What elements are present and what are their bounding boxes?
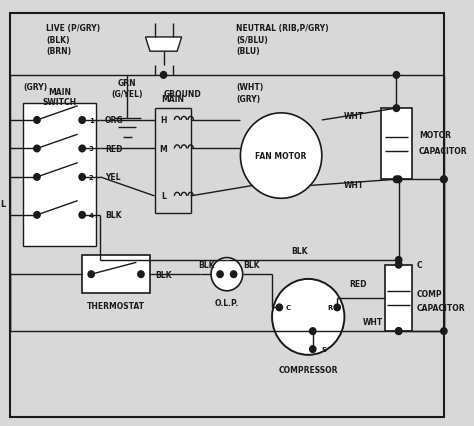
Text: M: M [160,144,167,154]
Text: COMP: COMP [417,289,442,298]
Circle shape [276,304,283,311]
Text: (G/YEL): (G/YEL) [112,90,143,99]
Text: (WHT): (WHT) [236,83,263,92]
Text: C: C [417,261,422,270]
Text: SWITCH: SWITCH [43,97,77,106]
Circle shape [395,262,402,268]
Circle shape [79,212,85,219]
Circle shape [34,146,40,153]
Text: R: R [327,305,333,311]
Text: BLK: BLK [155,270,172,279]
Text: YEL: YEL [105,173,120,182]
Circle shape [395,257,402,264]
Circle shape [230,271,237,278]
Text: THERMOSTAT: THERMOSTAT [87,301,145,310]
Text: CAPACITOR: CAPACITOR [417,303,465,312]
Circle shape [138,271,144,278]
Text: L: L [0,199,6,208]
Circle shape [441,176,447,183]
Text: (BLK): (BLK) [46,36,70,45]
Text: BLK: BLK [244,261,260,270]
Circle shape [310,346,316,353]
Text: BLK: BLK [105,211,121,220]
Circle shape [393,176,400,183]
Text: RED: RED [105,144,122,154]
Text: MAIN: MAIN [161,95,184,104]
Text: BLK: BLK [198,261,215,270]
Circle shape [160,72,167,79]
Text: WHT: WHT [363,317,383,326]
Text: (BRN): (BRN) [46,46,71,56]
Circle shape [211,258,243,291]
Circle shape [441,176,447,183]
Circle shape [88,271,94,278]
Text: (GRY): (GRY) [236,95,260,104]
Text: ORG: ORG [105,116,123,125]
Bar [381,109,412,180]
Circle shape [395,328,402,335]
Text: WHT: WHT [343,180,364,189]
Circle shape [79,118,85,124]
Bar [23,104,96,246]
Polygon shape [146,38,182,52]
Circle shape [34,118,40,124]
Text: L: L [161,192,166,201]
Text: 4: 4 [89,213,94,219]
Text: (S/BLU): (S/BLU) [236,36,268,45]
Text: MOTOR: MOTOR [419,130,451,139]
Text: 3: 3 [89,146,94,152]
Text: NEUTRAL (RIB,P/GRY): NEUTRAL (RIB,P/GRY) [236,24,328,33]
Circle shape [34,174,40,181]
Circle shape [79,146,85,153]
Circle shape [34,212,40,219]
Text: FAN MOTOR: FAN MOTOR [255,152,307,161]
Circle shape [334,304,340,311]
Text: CAPACITOR: CAPACITOR [419,147,468,156]
Text: C: C [286,305,291,311]
Bar [82,256,150,294]
Circle shape [310,328,316,335]
Text: S: S [322,346,327,352]
Bar [385,265,412,331]
Text: O.L.P.: O.L.P. [215,299,239,308]
Text: (BLU): (BLU) [236,46,260,56]
Text: GROUND: GROUND [164,90,201,99]
Circle shape [79,174,85,181]
Text: COMPRESSOR: COMPRESSOR [279,365,338,374]
Circle shape [272,279,345,355]
Circle shape [393,72,400,79]
Circle shape [395,328,402,335]
Circle shape [217,271,223,278]
Text: RED: RED [349,279,367,288]
Text: MAIN: MAIN [48,88,71,97]
Circle shape [240,114,322,199]
Text: (GRY): (GRY) [23,83,47,92]
Text: WHT: WHT [343,112,364,121]
Text: 2: 2 [89,175,94,181]
Text: LIVE (P/GRY): LIVE (P/GRY) [46,24,100,33]
Circle shape [393,106,400,112]
Circle shape [395,176,402,183]
Text: H: H [160,116,167,125]
Text: GRN: GRN [118,78,137,87]
Text: 1: 1 [89,118,94,124]
Text: BLK: BLK [291,246,308,255]
Circle shape [441,328,447,335]
